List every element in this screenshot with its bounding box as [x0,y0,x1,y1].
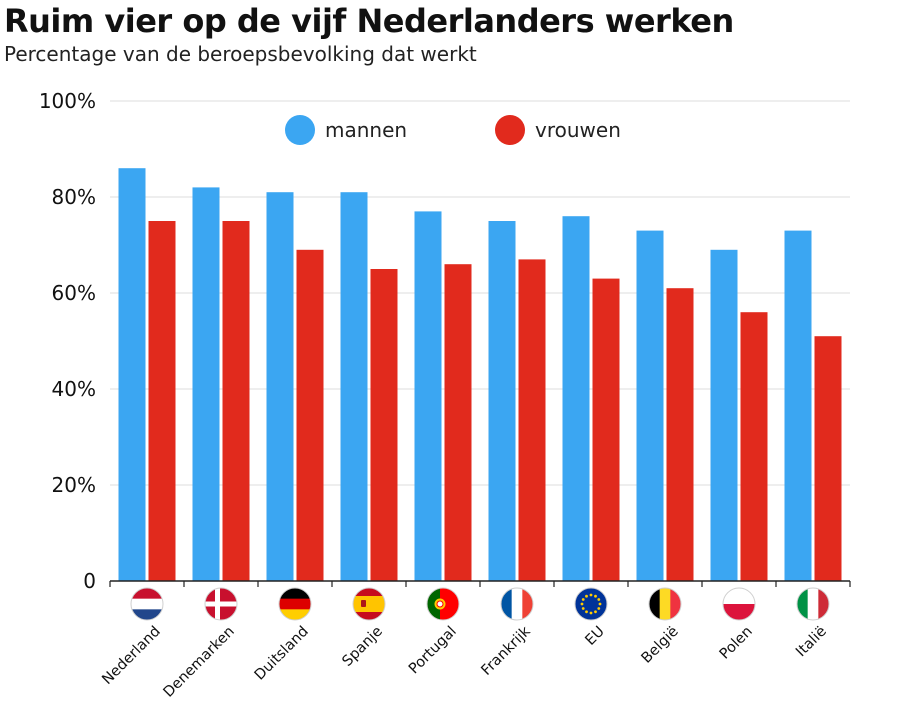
category-label: België [639,623,682,666]
flag-germany-icon [278,587,312,621]
x-axis [109,580,851,587]
bar-mannen [118,168,146,581]
bar-vrouwen [296,249,324,582]
bar-mannen [266,192,294,581]
y-tick-label: 100% [39,89,96,113]
flag-italy-icon [796,587,830,621]
legend-marker-vrouwen [495,115,525,145]
y-axis: 0 20% 40% 60% 80% 100% [39,89,96,593]
bar-mannen [192,187,220,581]
bar-vrouwen [592,278,620,581]
flag-denmark-icon [204,587,238,621]
category-label: Nederland [99,624,163,688]
y-tick-label: 0 [83,569,96,593]
y-tick-label: 80% [52,185,96,209]
flag-netherlands-icon [130,587,164,621]
chart-subtitle: Percentage van de beroepsbevolking dat w… [4,42,477,66]
legend-label-vrouwen: vrouwen [535,118,621,142]
legend-label-mannen: mannen [325,118,407,142]
bar-mannen [414,211,442,581]
legend-marker-mannen [285,115,315,145]
bar-mannen [562,216,590,581]
bar-mannen [636,230,664,581]
bar-vrouwen [370,269,398,581]
bar-mannen [710,249,738,582]
flag-poland-icon [722,587,756,621]
flag-france-icon [500,587,534,621]
bar-vrouwen [666,288,694,581]
bar-vrouwen [740,312,768,581]
category-label: EU [583,624,608,649]
flag-spain-icon [352,587,386,621]
bar-vrouwen [148,221,176,581]
bars [118,168,842,582]
gridlines [110,100,850,486]
bar-mannen [488,221,516,581]
bar-mannen [340,192,368,581]
chart-title: Ruim vier op de vijf Nederlanders werken [4,2,734,40]
category-label: Frankrijk [479,623,535,679]
y-tick-label: 40% [52,377,96,401]
category-label: Denemarken [161,624,238,701]
y-tick-label: 20% [52,473,96,497]
category-label: Portugal [406,624,460,678]
category-label: Duitsland [252,624,312,684]
category-label: Spanje [340,623,386,669]
bar-vrouwen [222,221,250,581]
legend: mannen vrouwen [285,115,621,145]
category-label: Italië [793,623,830,660]
bar-vrouwen [518,259,546,581]
flag-eu-icon [574,587,608,621]
flag-portugal-icon [426,587,460,621]
flags [130,587,830,621]
bar-vrouwen [444,264,472,581]
y-tick-label: 60% [52,281,96,305]
bar-mannen [784,230,812,581]
flag-belgium-icon [648,587,682,621]
category-label: Polen [717,624,756,663]
bar-vrouwen [814,336,842,581]
